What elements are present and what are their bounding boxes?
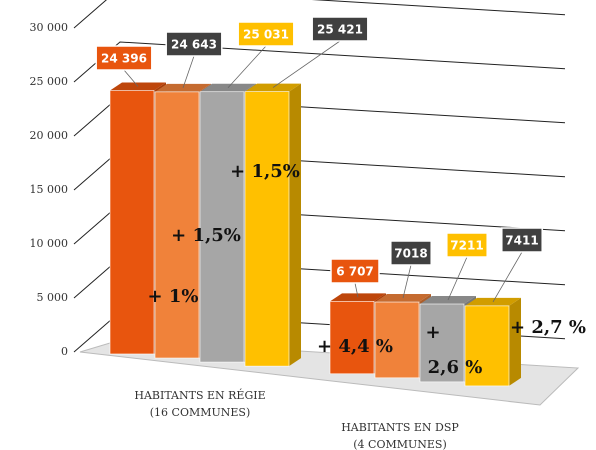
bar-side xyxy=(509,297,521,386)
x-tick-label: (16 COMMUNES) xyxy=(150,406,251,419)
x-tick-label: HABITANTS EN DSP xyxy=(341,421,459,434)
bar-front xyxy=(464,305,510,387)
bar-front xyxy=(374,301,420,379)
bar-front xyxy=(109,90,155,355)
y-tick-label: 25 000 xyxy=(30,75,69,88)
y-tick-label: 0 xyxy=(61,345,68,358)
leader-line xyxy=(402,264,412,299)
value-label: 7018 xyxy=(394,247,427,261)
y-tick-label: 5 000 xyxy=(37,291,69,304)
leader-line xyxy=(182,55,195,89)
leader-line xyxy=(447,256,468,301)
annotation: + 1% xyxy=(148,286,199,307)
annotation: + 2,7 % xyxy=(510,317,586,338)
leader-line xyxy=(492,251,523,303)
y-tick-label: 10 000 xyxy=(30,237,69,250)
value-label-box xyxy=(501,227,543,253)
annotation: + 1,5% xyxy=(230,161,300,182)
leader-line xyxy=(354,282,359,298)
annotation: + 1,5% xyxy=(171,225,241,246)
annotation: + 4,4 % xyxy=(317,336,393,357)
leader-line xyxy=(123,69,139,87)
value-label: 24 396 xyxy=(101,52,147,66)
leader-line xyxy=(272,40,341,88)
bar xyxy=(464,297,521,387)
value-label-box xyxy=(446,232,488,258)
value-label: 25 421 xyxy=(317,23,363,37)
grid-line xyxy=(73,41,566,83)
annotation: 2,6 % xyxy=(428,357,483,378)
value-label-box xyxy=(95,45,153,71)
value-label: 7211 xyxy=(450,239,483,253)
value-label: 24 643 xyxy=(171,38,217,52)
value-label-box xyxy=(390,240,432,266)
value-label-box xyxy=(165,31,223,57)
value-label: 7411 xyxy=(505,234,538,248)
value-label-box xyxy=(311,16,369,42)
y-tick-label: 20 000 xyxy=(30,129,69,142)
value-label: 25 031 xyxy=(243,28,289,42)
value-label: 6 707 xyxy=(336,265,374,279)
bar-front xyxy=(329,301,375,375)
y-tick-label: 15 000 xyxy=(30,183,69,196)
x-tick-label: (4 COMMUNES) xyxy=(353,438,447,450)
leader-line xyxy=(227,45,267,89)
value-label-box xyxy=(330,258,380,284)
x-tick-label: HABITANTS EN RÉGIE xyxy=(134,388,265,402)
bar-front xyxy=(154,91,200,359)
bar-front xyxy=(419,303,465,383)
bar-side xyxy=(289,83,301,367)
grid-line xyxy=(73,0,566,29)
bar xyxy=(244,83,301,367)
annotation: + xyxy=(425,322,440,343)
bar-front xyxy=(199,91,245,363)
y-tick-label: 30 000 xyxy=(30,21,69,34)
bar-front xyxy=(244,91,290,367)
value-label-box xyxy=(237,21,295,47)
